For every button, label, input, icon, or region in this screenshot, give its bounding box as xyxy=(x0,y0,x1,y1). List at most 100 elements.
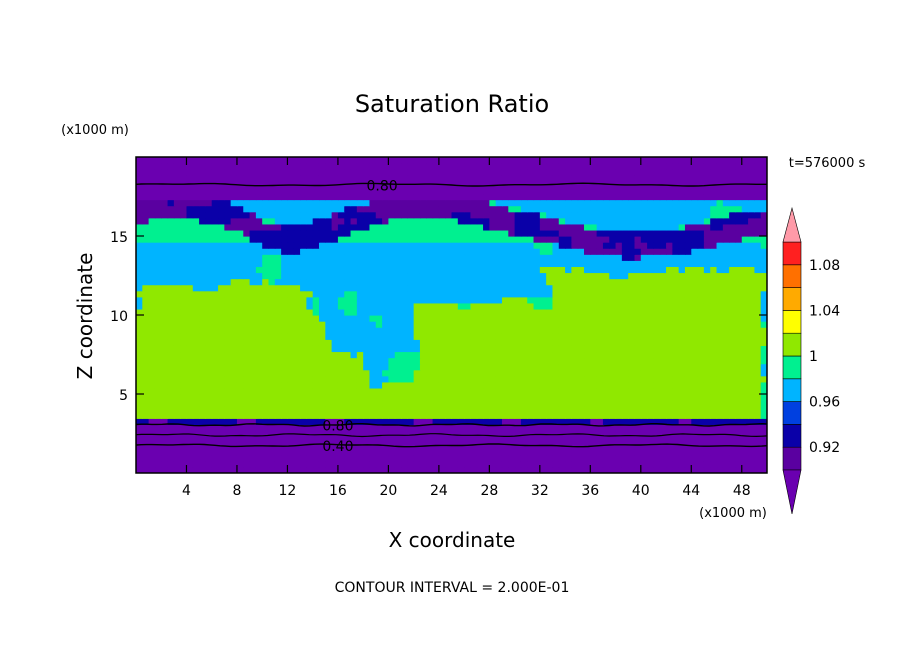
field-cell xyxy=(697,424,705,432)
field-cell xyxy=(356,418,364,425)
field-cell xyxy=(628,460,636,468)
field-cell xyxy=(344,223,352,231)
field-cell xyxy=(388,363,396,371)
field-cell xyxy=(571,290,579,298)
field-cell xyxy=(268,412,276,419)
field-cell xyxy=(457,327,465,334)
field-cell xyxy=(318,351,326,359)
field-cell xyxy=(136,436,143,444)
field-cell xyxy=(312,351,320,359)
field-cell xyxy=(413,394,421,401)
field-cell xyxy=(148,278,156,286)
field-cell xyxy=(306,175,314,182)
field-cell xyxy=(716,236,724,243)
field-cell xyxy=(350,169,358,176)
field-cell xyxy=(684,436,692,444)
field-cell xyxy=(678,248,686,255)
field-cell xyxy=(268,302,276,310)
field-cell xyxy=(192,248,200,255)
field-cell xyxy=(419,266,427,274)
field-cell xyxy=(489,272,497,280)
field-cell xyxy=(413,284,421,292)
field-cell xyxy=(558,351,566,359)
field-cell xyxy=(748,436,755,444)
field-cell xyxy=(615,248,623,255)
field-cell xyxy=(729,169,737,176)
field-cell xyxy=(659,187,667,195)
field-cell xyxy=(300,406,307,413)
field-cell xyxy=(199,290,207,298)
field-cell xyxy=(419,284,427,292)
field-cell xyxy=(419,339,427,346)
field-cell xyxy=(394,254,402,261)
field-cell xyxy=(438,236,446,243)
field-cell xyxy=(300,327,307,334)
field-cell xyxy=(710,254,718,261)
field-cell xyxy=(495,424,503,432)
field-cell xyxy=(565,400,572,407)
field-cell xyxy=(268,175,276,182)
field-cell xyxy=(741,248,749,255)
field-cell xyxy=(748,260,755,267)
field-cell xyxy=(476,229,484,237)
field-cell xyxy=(300,357,307,365)
field-cell xyxy=(382,436,389,444)
field-cell xyxy=(224,327,232,334)
field-cell xyxy=(539,345,547,353)
field-cell xyxy=(722,290,730,298)
field-cell xyxy=(350,387,358,395)
field-cell xyxy=(356,169,364,176)
field-cell xyxy=(539,169,547,176)
field-cell xyxy=(621,418,629,425)
field-cell xyxy=(634,217,642,225)
field-cell xyxy=(640,242,648,249)
field-cell xyxy=(609,357,617,365)
field-cell xyxy=(464,242,472,249)
field-cell xyxy=(337,387,345,395)
field-cell xyxy=(293,193,301,201)
field-cell xyxy=(716,248,724,255)
field-cell xyxy=(205,454,213,462)
field-cell xyxy=(716,187,724,195)
field-cell xyxy=(621,448,629,456)
field-cell xyxy=(628,315,636,322)
field-cell xyxy=(590,169,598,176)
field-cell xyxy=(483,375,490,383)
field-cell xyxy=(577,278,585,286)
field-cell xyxy=(628,412,636,419)
field-cell xyxy=(464,406,472,413)
field-cell xyxy=(426,242,434,249)
field-cell xyxy=(369,248,377,255)
field-cell xyxy=(413,400,421,407)
field-cell xyxy=(401,248,408,255)
field-cell xyxy=(274,424,282,432)
field-cell xyxy=(262,254,270,261)
field-cell xyxy=(470,357,478,365)
field-cell xyxy=(180,327,188,334)
field-cell xyxy=(344,345,352,353)
field-cell xyxy=(407,302,415,310)
field-cell xyxy=(243,302,251,310)
field-cell xyxy=(236,387,244,395)
field-cell xyxy=(729,412,737,419)
field-cell xyxy=(495,357,503,365)
field-cell xyxy=(218,284,225,292)
field-cell xyxy=(634,199,642,207)
field-cell xyxy=(514,400,522,407)
field-cell xyxy=(520,424,528,432)
field-cell xyxy=(136,199,143,207)
field-cell xyxy=(596,266,604,274)
field-cell xyxy=(609,466,617,473)
field-cell xyxy=(703,302,711,310)
field-cell xyxy=(186,412,194,419)
field-cell xyxy=(634,406,642,413)
field-cell xyxy=(382,412,389,419)
field-cell xyxy=(419,229,427,237)
field-cell xyxy=(760,321,767,328)
field-cell xyxy=(520,430,528,438)
field-cell xyxy=(552,333,560,340)
field-cell xyxy=(754,254,762,261)
field-cell xyxy=(653,290,661,298)
field-cell xyxy=(192,260,200,267)
field-cell xyxy=(318,175,326,182)
